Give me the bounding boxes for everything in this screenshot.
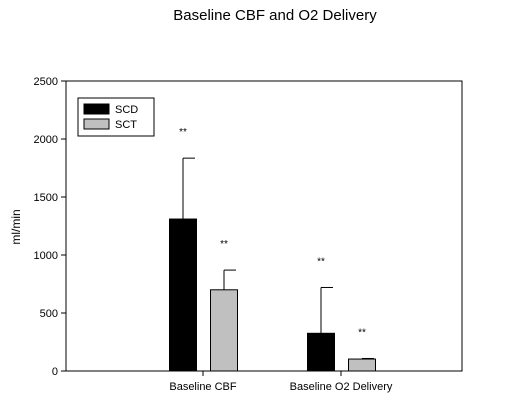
y-axis-label: ml/min [9, 209, 23, 244]
bar-scd-1 [307, 332, 335, 372]
bar-sct-0 [210, 289, 238, 372]
legend-swatch-scd [83, 103, 110, 115]
x-tick-label: Baseline O2 Delivery [290, 381, 393, 393]
legend: SCD SCT [77, 97, 155, 137]
x-tick-label: Baseline CBF [169, 381, 237, 393]
bars-group: ** ** ** ** [169, 127, 376, 372]
bar-scd-0 [169, 218, 197, 372]
significance-marker: ** [179, 127, 187, 138]
y-axis: 0 500 1000 1500 2000 2500 [34, 76, 66, 378]
significance-marker: ** [358, 327, 366, 338]
x-axis: Baseline CBF Baseline O2 Delivery [169, 371, 393, 393]
y-tick-label: 1500 [34, 192, 58, 204]
y-tick-label: 0 [52, 366, 58, 378]
y-tick-label: 500 [40, 308, 58, 320]
legend-label-scd: SCD [115, 104, 138, 116]
y-tick-label: 1000 [34, 250, 58, 262]
y-tick-label: 2000 [34, 134, 58, 146]
significance-marker: ** [317, 256, 325, 267]
bar-sct-1 [348, 358, 376, 372]
y-tick-label: 2500 [34, 76, 58, 88]
legend-label-sct: SCT [115, 119, 137, 131]
chart-title: Baseline CBF and O2 Delivery [173, 7, 377, 24]
significance-marker: ** [220, 239, 228, 250]
plot-frame [65, 80, 463, 372]
legend-swatch-sct [83, 118, 110, 130]
